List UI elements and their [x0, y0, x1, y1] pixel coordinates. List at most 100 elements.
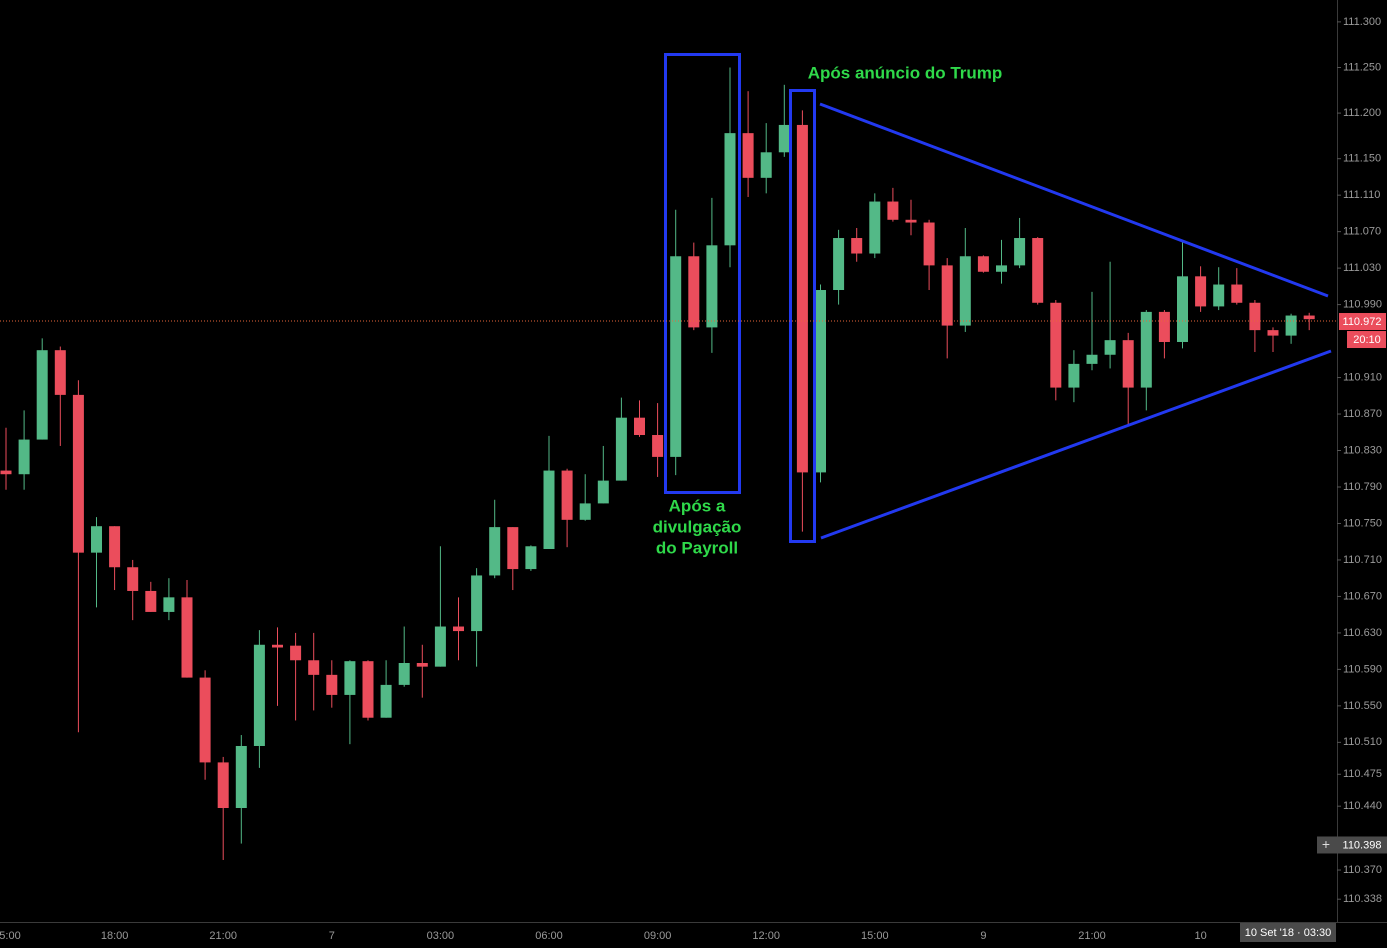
candle-body — [1303, 315, 1315, 320]
candle-body — [253, 644, 265, 746]
candle-body — [489, 527, 501, 576]
triangle-upper-line — [819, 102, 1329, 298]
candle-body — [380, 684, 392, 718]
y-tick-label: 110.830 — [1343, 444, 1382, 456]
candle-body — [543, 470, 555, 550]
x-tick-label: 5:00 — [0, 930, 21, 942]
crosshair-plus: + — [1322, 836, 1330, 852]
candle-body — [597, 480, 609, 504]
candle-body — [1177, 276, 1188, 342]
candle-body — [1104, 340, 1116, 355]
x-tick-label: 21:00 — [209, 930, 237, 942]
candle-body — [54, 350, 66, 395]
y-tick-label: 111.030 — [1343, 262, 1381, 274]
x-tick-label: 12:00 — [752, 930, 780, 942]
crosshair-time-label: 10 Set '18 · 03:30 — [1245, 927, 1332, 939]
y-tick-label: 110.630 — [1343, 627, 1382, 639]
candle-body — [796, 124, 808, 473]
y-tick-label: 111.250 — [1343, 61, 1381, 73]
crosshair-time-box — [1240, 923, 1336, 942]
y-tick-label: 110.790 — [1343, 481, 1382, 493]
y-tick-label: 111.200 — [1343, 107, 1381, 119]
y-tick-label: 110.510 — [1343, 736, 1382, 748]
y-tick-label: 110.910 — [1343, 371, 1382, 383]
candle-body — [0, 470, 12, 475]
y-tick-label: 110.870 — [1343, 408, 1382, 420]
y-tick-label: 110.338 — [1343, 893, 1382, 905]
crosshair-price-label: 110.398 — [1343, 839, 1382, 851]
y-tick-label: 110.710 — [1343, 554, 1382, 566]
candle-body — [290, 645, 302, 661]
y-tick-label: 111.070 — [1343, 226, 1381, 238]
payroll-box — [664, 53, 741, 494]
candle-body — [923, 222, 935, 266]
candle-body — [996, 265, 1007, 272]
crosshair-price-box — [1317, 836, 1387, 854]
candle-body — [1158, 311, 1170, 342]
candle-body — [145, 590, 157, 612]
candle-body — [869, 201, 881, 254]
candle-body — [815, 290, 826, 473]
candle-body — [1213, 284, 1225, 307]
candle-body — [471, 575, 483, 632]
annotation: divulgação — [653, 517, 742, 536]
candle-body — [217, 762, 229, 809]
candle-body — [652, 435, 664, 457]
candle-body — [977, 256, 989, 272]
candle-body — [670, 256, 682, 457]
candle-body — [235, 745, 247, 809]
x-tick-label: 09:00 — [644, 930, 672, 942]
y-tick-label: 111.300 — [1343, 16, 1381, 28]
x-tick-label: 7 — [329, 930, 335, 942]
x-tick-label: 03:00 — [427, 930, 455, 942]
candle-body — [1086, 354, 1098, 364]
x-tick-label: 18:00 — [101, 930, 129, 942]
candle-body — [507, 527, 519, 570]
candle-body — [1249, 302, 1261, 331]
candle-body — [1231, 284, 1243, 303]
candle-body — [634, 417, 645, 436]
x-tick-label: 9 — [980, 930, 986, 942]
y-tick-label: 110.440 — [1343, 800, 1382, 812]
candle-body — [72, 394, 84, 553]
y-tick-label: 111.110 — [1343, 189, 1380, 201]
triangle-lower-line — [820, 349, 1332, 540]
candle-body — [905, 219, 917, 223]
x-tick-label: 06:00 — [535, 930, 563, 942]
y-tick-label: 110.370 — [1343, 864, 1382, 876]
x-tick-label: 10 — [1194, 930, 1206, 942]
candle-body — [36, 350, 48, 440]
candle-body — [706, 245, 718, 328]
candle-body — [1014, 238, 1026, 266]
candle-body — [742, 133, 754, 178]
candle-body — [1050, 302, 1062, 388]
y-tick-label: 110.550 — [1343, 700, 1382, 712]
candle-body — [453, 626, 464, 632]
candle-body — [398, 663, 410, 685]
last-price-label: 110.972 — [1343, 316, 1382, 328]
candle-body — [416, 663, 428, 667]
candle-body — [760, 152, 772, 178]
candle-body — [887, 201, 899, 220]
x-tick-label: 15:00 — [861, 930, 889, 942]
candle-body — [615, 417, 627, 481]
trump-box — [789, 89, 816, 543]
countdown-label: 20:10 — [1353, 334, 1381, 346]
candle-body — [851, 238, 863, 254]
candle-body — [1267, 330, 1279, 336]
y-tick-label: 110.475 — [1343, 768, 1382, 780]
candle-body — [579, 503, 591, 520]
y-tick-label: 110.750 — [1343, 517, 1382, 529]
candle-body — [1032, 238, 1044, 303]
candle-body — [1068, 363, 1080, 388]
candle-body — [434, 626, 446, 667]
overlay: 111.300 111.250 111.200 111.150 111.110 111.0… — [0, 16, 1387, 942]
candle-body — [344, 661, 356, 695]
candle-body — [1195, 276, 1207, 307]
candle-body — [181, 597, 193, 678]
countdown-box — [1347, 331, 1386, 349]
annotation: Após a — [669, 496, 726, 515]
candle-body — [326, 674, 338, 695]
candle-body — [272, 644, 283, 648]
